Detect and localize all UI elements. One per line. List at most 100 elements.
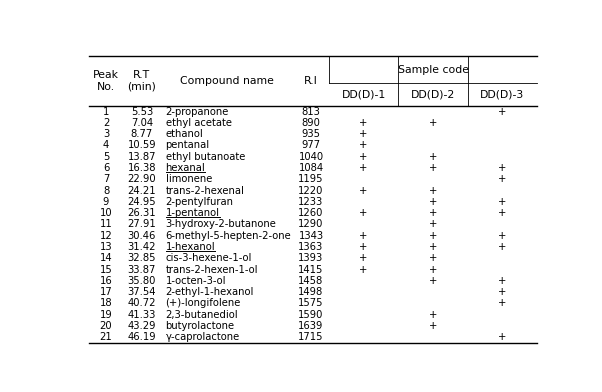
Text: 1415: 1415 [298, 265, 324, 274]
Text: 40.72: 40.72 [128, 298, 156, 309]
Text: +: + [498, 276, 507, 286]
Text: 33.87: 33.87 [128, 265, 156, 274]
Text: 21: 21 [100, 332, 113, 342]
Text: +: + [498, 163, 507, 173]
Text: 13: 13 [100, 242, 113, 252]
Text: 1458: 1458 [299, 276, 324, 286]
Text: +: + [498, 298, 507, 309]
Text: 813: 813 [302, 107, 320, 116]
Text: 9: 9 [103, 197, 109, 207]
Text: Sample code: Sample code [397, 65, 468, 75]
Text: +: + [359, 152, 368, 162]
Text: +: + [359, 163, 368, 173]
Text: +: + [429, 220, 437, 229]
Text: +: + [359, 242, 368, 252]
Text: +: + [359, 118, 368, 128]
Text: 5: 5 [103, 152, 109, 162]
Text: +: + [429, 185, 437, 196]
Text: +: + [429, 310, 437, 319]
Text: limonene: limonene [166, 174, 212, 184]
Text: 1290: 1290 [298, 220, 324, 229]
Text: +: + [359, 140, 368, 151]
Text: +: + [498, 332, 507, 342]
Text: 35.80: 35.80 [128, 276, 156, 286]
Text: 10: 10 [100, 208, 113, 218]
Text: R.T
(min): R.T (min) [128, 70, 157, 92]
Text: DD(D)-2: DD(D)-2 [411, 90, 455, 100]
Text: 1-hexanol: 1-hexanol [166, 242, 215, 252]
Text: 24.95: 24.95 [128, 197, 156, 207]
Text: 37.54: 37.54 [128, 287, 156, 297]
Text: 7.04: 7.04 [131, 118, 153, 128]
Text: 19: 19 [100, 310, 113, 319]
Text: 1220: 1220 [298, 185, 324, 196]
Text: 14: 14 [100, 253, 113, 263]
Text: 2-propanone: 2-propanone [166, 107, 229, 116]
Text: 1639: 1639 [298, 321, 324, 331]
Text: 1498: 1498 [299, 287, 324, 297]
Text: +: + [429, 208, 437, 218]
Text: 20: 20 [100, 321, 113, 331]
Text: 1260: 1260 [298, 208, 324, 218]
Text: +: + [429, 118, 437, 128]
Text: 12: 12 [100, 230, 113, 241]
Text: 22.90: 22.90 [128, 174, 156, 184]
Text: 13.87: 13.87 [128, 152, 156, 162]
Text: pentanal: pentanal [166, 140, 209, 151]
Text: 26.31: 26.31 [128, 208, 156, 218]
Text: 30.46: 30.46 [128, 230, 156, 241]
Text: +: + [429, 321, 437, 331]
Text: 1715: 1715 [298, 332, 324, 342]
Text: trans-2-hexenal: trans-2-hexenal [166, 185, 244, 196]
Text: 5.53: 5.53 [131, 107, 153, 116]
Text: 6-methyl-5-hepten-2-one: 6-methyl-5-hepten-2-one [166, 230, 291, 241]
Text: 3-hydroxy-2-butanone: 3-hydroxy-2-butanone [166, 220, 276, 229]
Text: +: + [498, 230, 507, 241]
Text: +: + [359, 185, 368, 196]
Text: 1575: 1575 [298, 298, 324, 309]
Text: 10.59: 10.59 [128, 140, 156, 151]
Text: R.I: R.I [304, 76, 318, 86]
Text: 1195: 1195 [298, 174, 324, 184]
Text: 1393: 1393 [299, 253, 324, 263]
Text: 15: 15 [100, 265, 113, 274]
Text: butyrolactone: butyrolactone [166, 321, 235, 331]
Text: 24.21: 24.21 [128, 185, 156, 196]
Text: DD(D)-1: DD(D)-1 [341, 90, 386, 100]
Text: +: + [429, 163, 437, 173]
Text: 16: 16 [100, 276, 113, 286]
Text: Peak
No.: Peak No. [93, 70, 119, 92]
Text: 2,3-butanediol: 2,3-butanediol [166, 310, 238, 319]
Text: +: + [498, 208, 507, 218]
Text: +: + [429, 276, 437, 286]
Text: +: + [429, 197, 437, 207]
Text: 16.38: 16.38 [128, 163, 156, 173]
Text: 2-ethyl-1-hexanol: 2-ethyl-1-hexanol [166, 287, 254, 297]
Text: DD(D)-3: DD(D)-3 [480, 90, 524, 100]
Text: ethanol: ethanol [166, 129, 203, 139]
Text: Compound name: Compound name [180, 76, 274, 86]
Text: 4: 4 [103, 140, 109, 151]
Text: +: + [359, 129, 368, 139]
Text: 41.33: 41.33 [128, 310, 156, 319]
Text: +: + [498, 287, 507, 297]
Text: 3: 3 [103, 129, 109, 139]
Text: +: + [429, 253, 437, 263]
Text: 8: 8 [103, 185, 109, 196]
Text: +: + [359, 253, 368, 263]
Text: 31.42: 31.42 [128, 242, 156, 252]
Text: 8.77: 8.77 [131, 129, 153, 139]
Text: 1343: 1343 [299, 230, 323, 241]
Text: 17: 17 [100, 287, 113, 297]
Text: 935: 935 [302, 129, 320, 139]
Text: +: + [359, 230, 368, 241]
Text: 2-pentylfuran: 2-pentylfuran [166, 197, 234, 207]
Text: 2: 2 [103, 118, 109, 128]
Text: 18: 18 [100, 298, 113, 309]
Text: ethyl acetate: ethyl acetate [166, 118, 232, 128]
Text: +: + [359, 208, 368, 218]
Text: 1363: 1363 [299, 242, 324, 252]
Text: +: + [429, 265, 437, 274]
Text: 1-pentanol: 1-pentanol [166, 208, 220, 218]
Text: 1: 1 [103, 107, 109, 116]
